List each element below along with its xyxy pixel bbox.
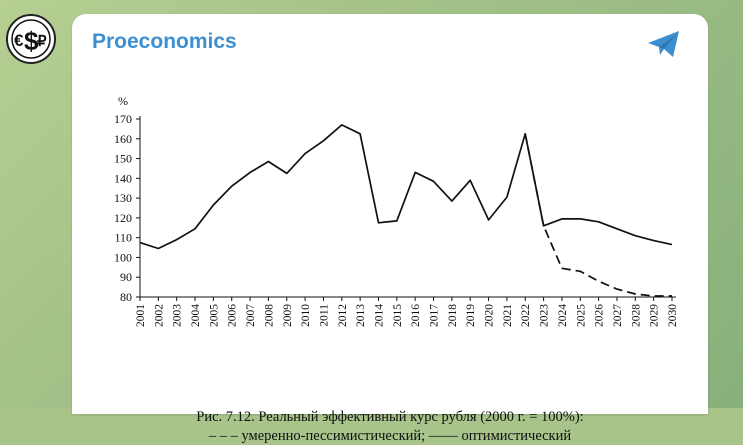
x-tick-label: 2017 (429, 304, 441, 327)
chart-series (139, 124, 673, 297)
y-tick-label: 160 (114, 132, 132, 146)
chart-figure: % 80 90 100 110 120 130 140 150 160 170 2001 2002 2… (72, 74, 708, 444)
channel-avatar[interactable]: € $ ₽ (6, 14, 56, 64)
figure-caption-legend: – – – умеренно-пессимистический; —— опти… (208, 428, 572, 444)
y-tick-label: 110 (114, 231, 132, 245)
x-tick-label: 2006 (227, 304, 239, 327)
x-tick-label: 2020 (484, 304, 496, 327)
ruble-euro-dollar-logo-icon: € $ ₽ (11, 19, 51, 59)
y-tick-label: 80 (120, 290, 132, 304)
x-tick-label: 2021 (502, 304, 514, 327)
svg-text:₽: ₽ (37, 33, 47, 50)
x-tick-label: 2010 (300, 304, 312, 327)
y-tick-label: 170 (114, 112, 132, 126)
x-tick-label: 2022 (520, 304, 532, 327)
channel-name-link[interactable]: Proeconomics (92, 30, 237, 53)
series-line-pessimistic (524, 133, 672, 297)
telegram-send-icon[interactable] (646, 30, 682, 58)
x-tick-label: 2018 (447, 304, 459, 327)
x-tick-label: 2012 (337, 304, 349, 327)
x-tick-labels: 2001 2002 2003 2004 2005 2006 2007 2008 2009 2010… (135, 297, 679, 327)
y-tick-label: 100 (114, 250, 132, 264)
y-tick-label: 150 (114, 152, 132, 166)
x-tick-label: 2014 (373, 304, 385, 327)
x-tick-label: 2023 (539, 304, 551, 327)
x-tick-label: 2016 (410, 304, 422, 327)
y-tick-label: 90 (120, 270, 132, 284)
x-tick-label: 2007 (245, 304, 257, 327)
chart-axes: % (118, 94, 676, 298)
y-tick-labels: 80 90 100 110 120 130 140 150 160 170 (114, 112, 140, 304)
x-tick-label: 2005 (208, 304, 220, 327)
x-tick-label: 2030 (667, 304, 679, 327)
message-bubble: Proeconomics % 80 90 100 110 120 130 140 150 160… (72, 14, 708, 444)
y-tick-label: 140 (114, 171, 132, 185)
x-tick-label: 2029 (649, 304, 661, 327)
x-tick-label: 2025 (575, 304, 587, 327)
x-tick-label: 2028 (630, 304, 642, 327)
x-tick-label: 2008 (263, 304, 275, 327)
x-tick-label: 2026 (594, 304, 606, 327)
x-tick-label: 2024 (557, 304, 569, 327)
x-tick-label: 2015 (392, 304, 404, 327)
figure-caption-title: Рис. 7.12. Реальный эффективный курс руб… (196, 409, 584, 425)
y-axis-label: % (118, 94, 128, 108)
x-tick-label: 2019 (465, 304, 477, 327)
y-tick-label: 120 (114, 211, 132, 225)
x-tick-label: 2002 (153, 304, 165, 327)
x-tick-label: 2027 (612, 304, 624, 327)
x-tick-label: 2009 (282, 304, 294, 327)
svg-text:€: € (14, 31, 24, 50)
x-tick-label: 2013 (355, 304, 367, 327)
x-tick-label: 2001 (135, 304, 147, 327)
svg-text:$: $ (24, 26, 39, 56)
x-tick-label: 2003 (172, 304, 184, 327)
series-line-optimistic (139, 124, 673, 250)
y-tick-label: 130 (114, 191, 132, 205)
x-tick-label: 2011 (318, 304, 330, 327)
x-tick-label: 2004 (190, 304, 202, 327)
